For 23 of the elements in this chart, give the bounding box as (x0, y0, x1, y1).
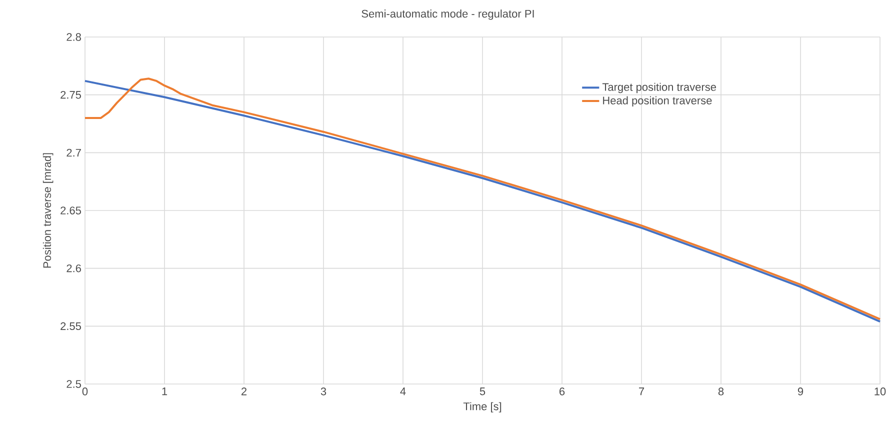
legend-label: Target position traverse (602, 82, 716, 94)
y-tick-label: 2.8 (66, 33, 81, 41)
chart-title: Semi-automatic mode - regulator PI (362, 10, 534, 20)
x-tick-label: 9 (798, 388, 804, 396)
x-tick-label: 6 (560, 388, 565, 396)
legend-label: Head position traverse (603, 96, 712, 107)
x-axis-title: Time [s] (463, 402, 502, 412)
x-tick-label: 5 (480, 388, 486, 396)
x-tick-label: 10 (874, 388, 886, 396)
y-tick-label: 2.65 (60, 206, 81, 214)
x-tick-label: 7 (639, 388, 644, 396)
x-tick-label: 8 (718, 388, 724, 396)
x-tick-label: 1 (162, 388, 168, 396)
x-tick-label: 3 (320, 388, 326, 396)
y-axis-title: Position traverse [mrad] (42, 153, 54, 268)
y-tick-label: 2.6 (66, 264, 81, 272)
x-tick-label: 4 (400, 388, 406, 396)
y-tick-label: 2.7 (66, 148, 81, 157)
x-tick-label: 2 (241, 388, 247, 396)
y-tick-label: 2.55 (60, 322, 81, 330)
x-tick-label: 0 (82, 388, 88, 396)
y-tick-label: 2.5 (66, 380, 81, 388)
y-tick-label: 2.75 (60, 90, 81, 99)
